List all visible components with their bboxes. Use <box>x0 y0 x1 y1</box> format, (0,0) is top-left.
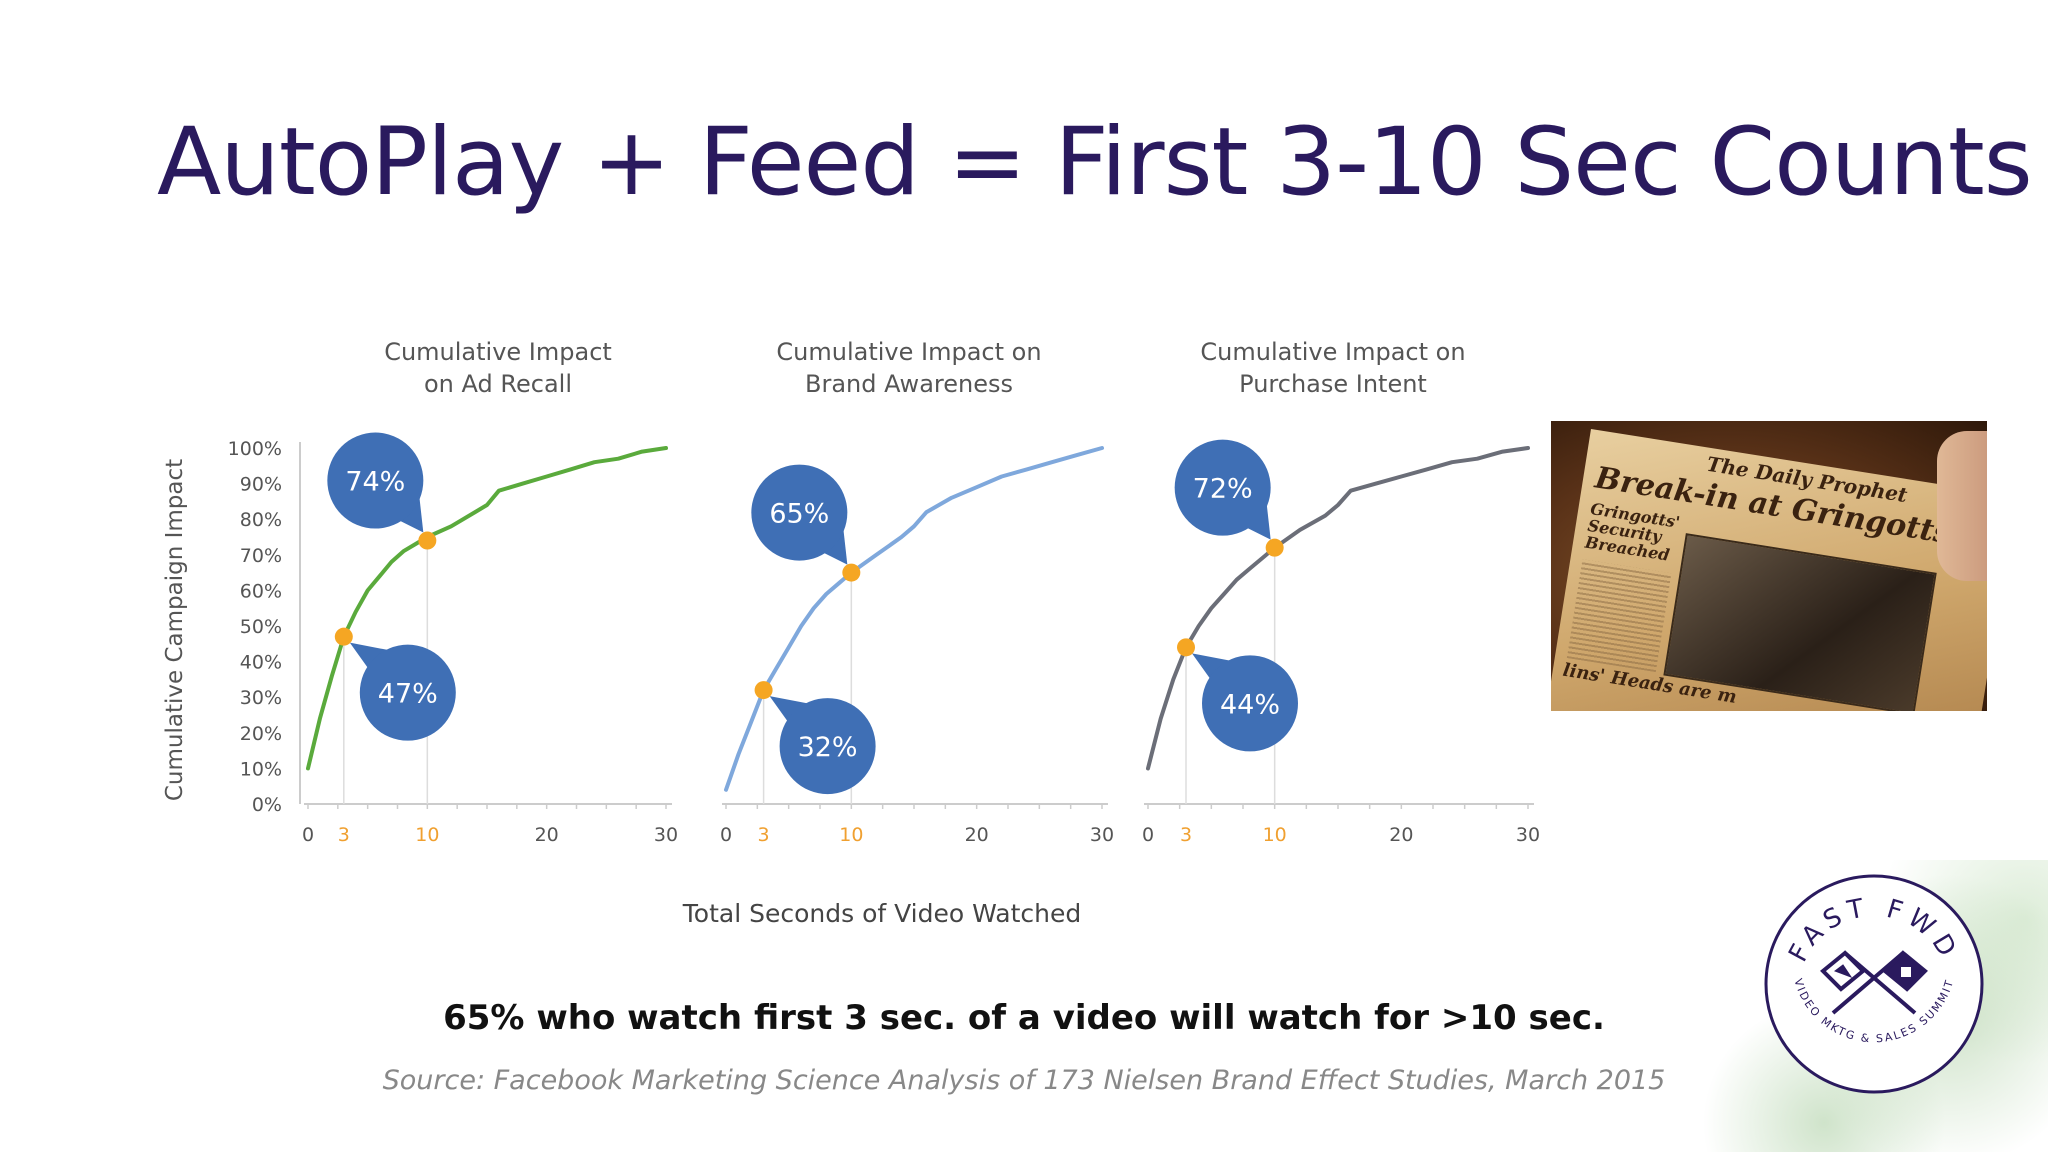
chart-title-line: Brand Awareness <box>805 370 1013 398</box>
chart-title-line: Cumulative Impact on <box>1200 338 1465 366</box>
x-tick-label: 10 <box>415 824 439 846</box>
newspaper-subheadline: Gringotts' Security Breached <box>1584 499 1682 565</box>
bubble-tail <box>769 696 812 725</box>
value-bubble-label: 65% <box>769 499 829 530</box>
data-point-marker <box>1177 638 1195 657</box>
value-bubble-label: 32% <box>798 732 858 763</box>
data-point-marker <box>334 627 353 646</box>
chart-title-line: Cumulative Impact on <box>776 338 1041 366</box>
data-point-marker <box>418 531 437 550</box>
chart-panel: Cumulative Impact on Brand Awareness 0 3 10 2… <box>720 338 1114 846</box>
bubble-tail <box>819 528 848 565</box>
y-tick-label: 70% <box>240 545 282 567</box>
bubble-tail <box>395 496 424 533</box>
y-tick-label: 90% <box>240 474 282 496</box>
value-bubble <box>327 432 424 529</box>
y-tick-label: 20% <box>240 723 282 745</box>
crossed-flags-icon <box>1820 950 1928 1015</box>
x-tick-label: 0 <box>1142 824 1154 846</box>
y-tick-label: 100% <box>228 438 282 460</box>
value-bubble-label: 44% <box>1220 689 1280 720</box>
chart-title-line: Cumulative Impact <box>384 338 612 366</box>
bubble-tail <box>1242 503 1271 540</box>
slide-source: Source: Facebook Marketing Science Analy… <box>382 1065 1666 1096</box>
y-tick-label: 30% <box>240 687 282 709</box>
x-tick-label: 30 <box>1090 824 1114 846</box>
value-bubble-label: 47% <box>378 679 438 710</box>
value-bubble <box>359 644 456 741</box>
y-axis-ticks: 0% 10% 20% 30% 40% 50% 60% 70% 80% 90% 100% <box>228 438 282 816</box>
x-tick-label: 0 <box>302 824 314 846</box>
value-bubble-label: 72% <box>1193 474 1253 505</box>
y-tick-label: 50% <box>240 616 282 638</box>
x-tick-label: 30 <box>654 824 678 846</box>
value-bubble <box>751 464 848 561</box>
series-line <box>306 446 668 771</box>
bubble-tail <box>1192 653 1234 682</box>
x-tick-label: 20 <box>1389 824 1413 846</box>
x-tick-label: 0 <box>720 824 732 846</box>
y-tick-label: 40% <box>240 652 282 674</box>
newspaper-text-column <box>1566 559 1672 673</box>
x-tick-label: 20 <box>535 824 559 846</box>
data-point-marker <box>754 681 773 700</box>
y-tick-label: 0% <box>252 794 282 816</box>
x-tick-label: 10 <box>839 824 863 846</box>
x-tick-label: 3 <box>1180 824 1192 846</box>
x-axis-label: Total Seconds of Video Watched <box>682 899 1081 928</box>
value-bubble-label: 74% <box>345 467 405 498</box>
series-line <box>1146 446 1530 771</box>
chart-title-line: on Ad Recall <box>424 370 572 398</box>
y-tick-label: 80% <box>240 509 282 531</box>
x-tick-label: 3 <box>758 824 770 846</box>
y-tick-label: 10% <box>240 758 282 780</box>
y-tick-label: 60% <box>240 580 282 602</box>
y-axis-label: Cumulative Campaign Impact <box>162 459 188 801</box>
hand-holding-paper <box>1937 431 1987 581</box>
chart-panel: Cumulative Impact on Purchase Intent 0 3 10 2… <box>1142 338 1540 846</box>
chart-panel: Cumulative Impact on Ad Recall 0 3 10 20 30 47%… <box>299 338 678 846</box>
data-point-marker <box>1265 538 1284 557</box>
data-point-marker <box>842 563 861 582</box>
value-bubble <box>1202 655 1298 752</box>
bubble-tail <box>349 642 392 671</box>
chart-title-line: Purchase Intent <box>1239 370 1427 398</box>
newspaper-photo: The Daily Prophet Break-in at Gringotts … <box>1551 421 1987 711</box>
slide-title: AutoPlay + Feed = First 3-10 Sec Counts <box>157 108 2033 217</box>
x-tick-label: 20 <box>965 824 989 846</box>
fast-fwd-logo: FAST FWD VIDEO MKTG & SALES SUMMIT <box>1764 874 1984 1094</box>
slide-caption: 65% who watch first 3 sec. of a video wi… <box>443 998 1605 1038</box>
series-line <box>724 446 1104 792</box>
x-tick-label: 3 <box>338 824 350 846</box>
value-bubble <box>779 698 876 795</box>
x-tick-label: 10 <box>1263 824 1287 846</box>
x-tick-label: 30 <box>1516 824 1540 846</box>
value-bubble <box>1174 439 1271 536</box>
newspaper-page: The Daily Prophet Break-in at Gringotts … <box>1551 429 1987 711</box>
